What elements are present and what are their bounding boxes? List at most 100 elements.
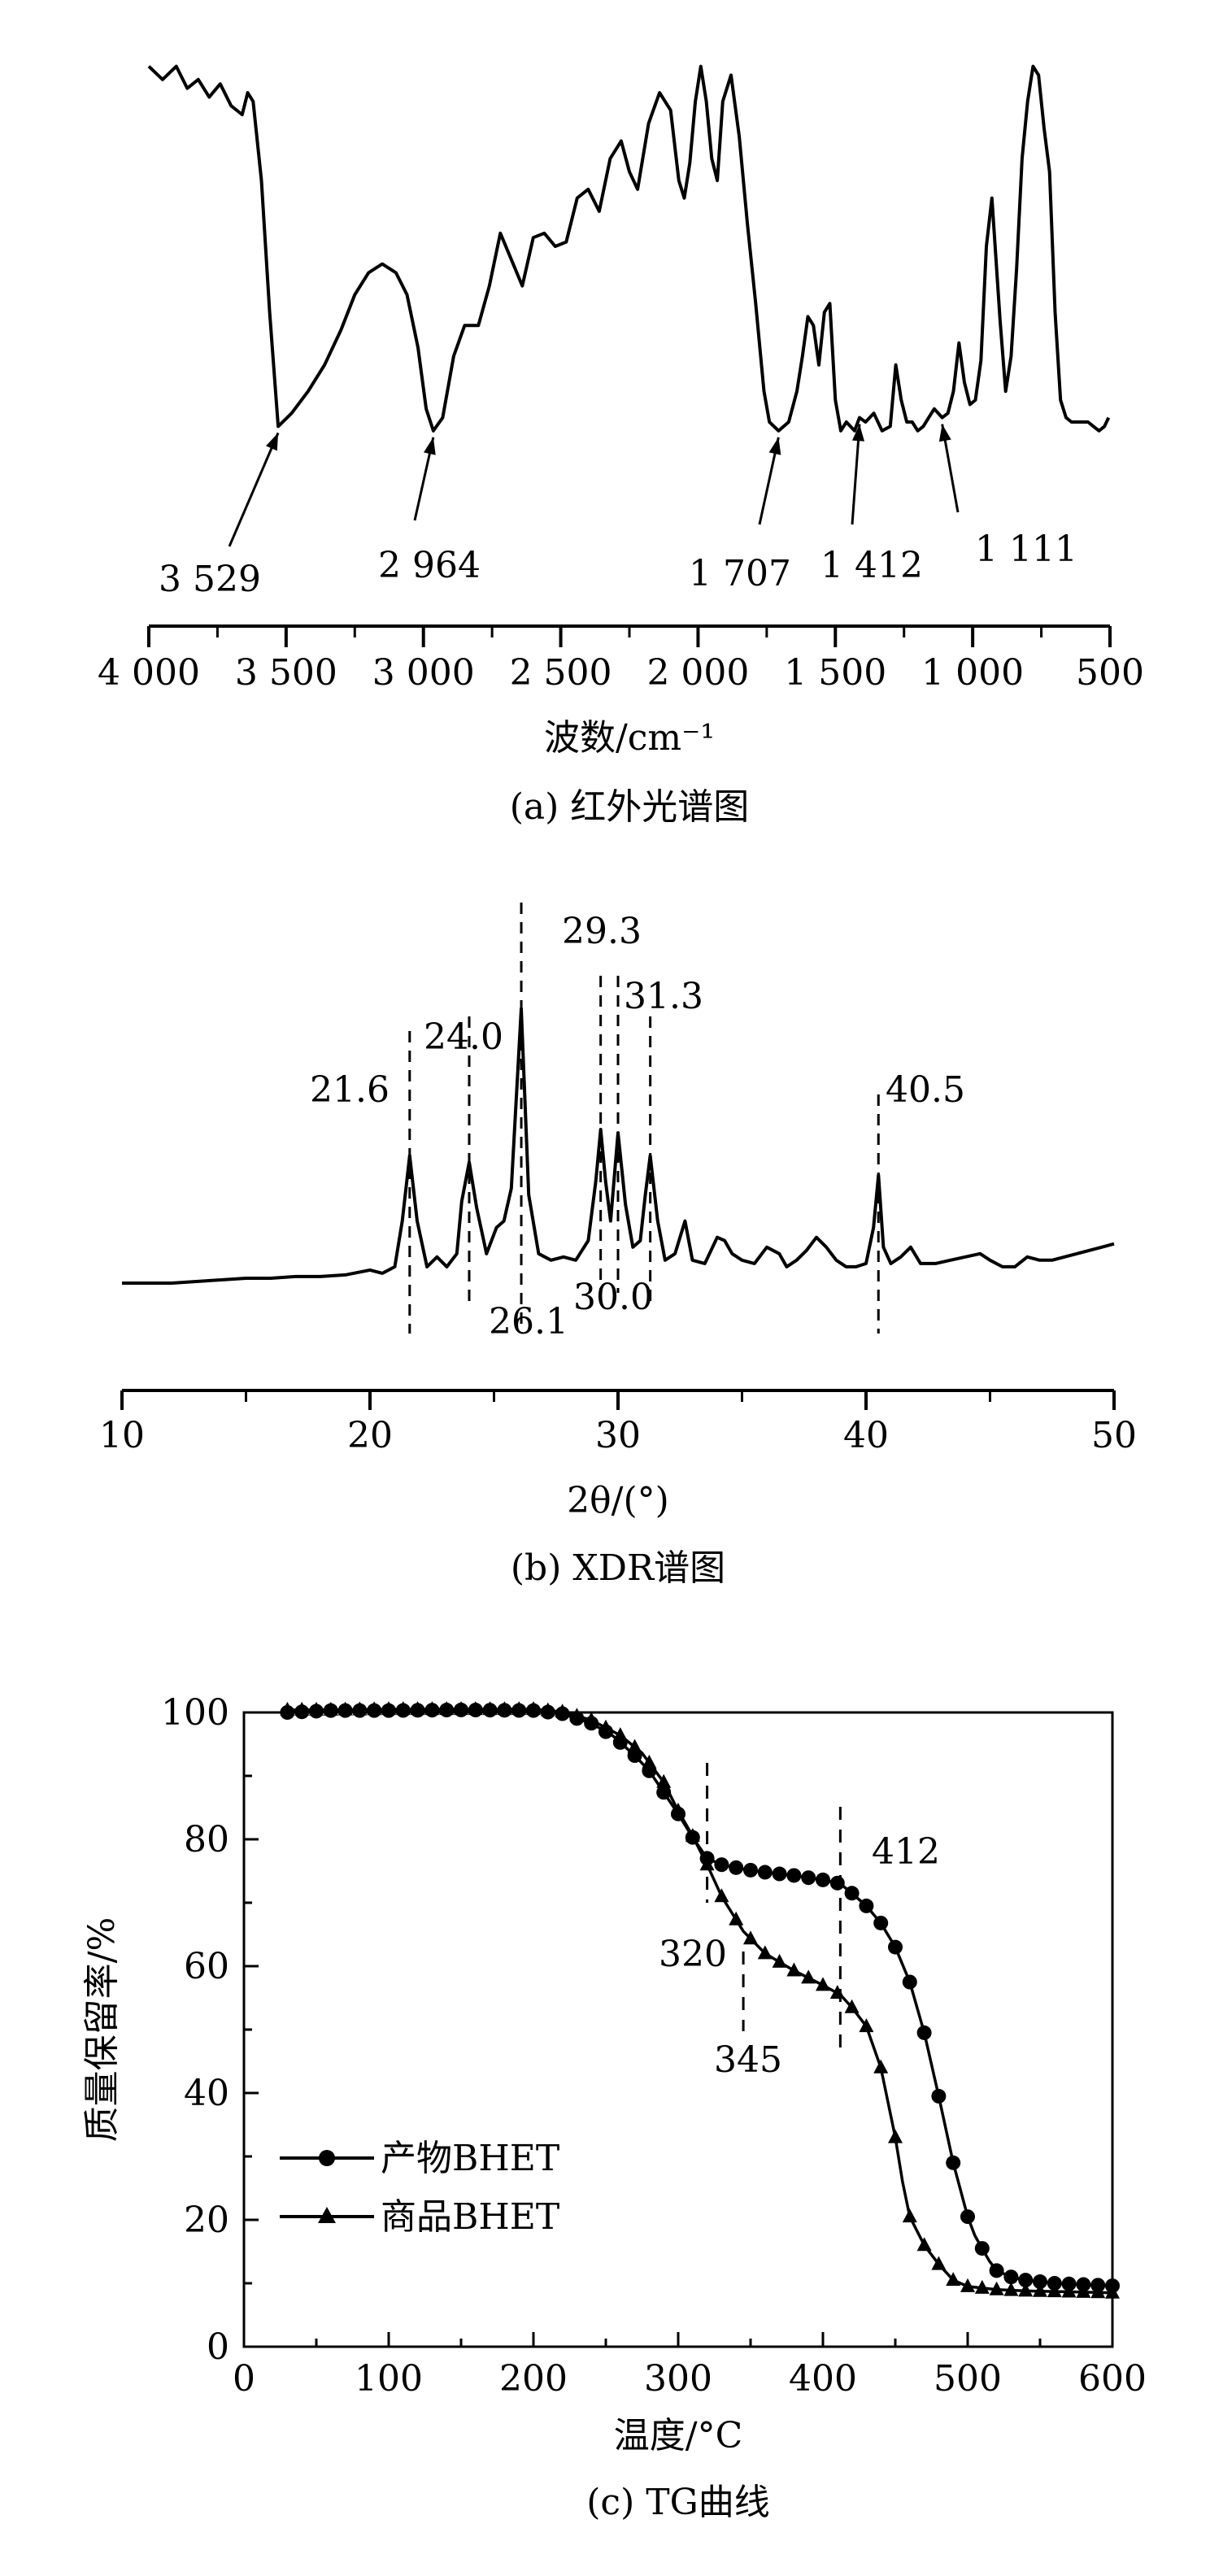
ir-x-tick-label: 2 500 [510, 652, 612, 694]
tg-plot-frame [242, 1711, 1114, 2348]
tg-caption: (c) TG曲线 [586, 2482, 769, 2523]
tg-commercial-point [960, 2278, 975, 2292]
ir-caption: (a) 红外光谱图 [510, 786, 750, 828]
tg-product-point [902, 1974, 917, 1990]
tg-commercial-point [946, 2272, 961, 2287]
xrd-x-tick-label: 40 [843, 1415, 889, 1456]
tg-y-tick-label: 80 [184, 1819, 229, 1860]
ir-spectrum-line [147, 64, 1111, 433]
ir-peak-annotations: 3 529 2 964 1 707 1 412 1 111 [159, 424, 1077, 600]
tg-commercial-point [699, 1856, 715, 1871]
xrd-peak-annotations: 21.6 24.0 26.1 29.3 30.0 31.3 40.5 [310, 903, 965, 1342]
tg-commercial-point [1003, 2282, 1019, 2296]
tg-commercial-point [671, 1802, 686, 1817]
tg-product-point [931, 2088, 947, 2104]
tg-product-point [916, 2025, 932, 2040]
tg-commercial-point [656, 1773, 672, 1788]
tg-axis-ticks: 0 100 200 300 400 500 600 0 20 40 60 80 100 [161, 1692, 1147, 2400]
tg-product-point [757, 1865, 773, 1880]
ir-x-tick-label: 3 500 [235, 652, 337, 694]
tg-commercial-point [714, 1888, 729, 1903]
tg-product-point [743, 1862, 758, 1878]
xrd-peak-label: 40.5 [886, 1069, 965, 1111]
tg-commercial-point [598, 1719, 613, 1734]
tg-y-tick-label: 100 [161, 1692, 229, 1734]
tg-commercial-point [685, 1828, 700, 1843]
tg-commercial-point [859, 2018, 874, 2033]
ir-peak-arrowhead [265, 433, 279, 451]
tg-commercial-point [931, 2256, 947, 2270]
ir-peak-label: 2 964 [378, 545, 481, 586]
tg-product-point [801, 1870, 816, 1886]
tg-product-point [989, 2263, 1004, 2278]
tg-product-point [816, 1872, 830, 1887]
tg-x-tick-label: 100 [355, 2358, 423, 2400]
tg-commercial-point [555, 1704, 570, 1718]
tg-curves [280, 1701, 1120, 2299]
tg-product-point [772, 1866, 787, 1882]
xrd-peak-label: 24.0 [424, 1016, 503, 1058]
tg-commercial-point [1018, 2282, 1034, 2297]
xrd-x-tick-label: 10 [99, 1415, 145, 1456]
tg-temp-label: 412 [872, 1831, 940, 1873]
tg-commercial-point [989, 2281, 1004, 2295]
ir-spectrum-chart: 4 000 3 500 3 000 2 500 2 000 1 500 1 000 500 3… [98, 64, 1144, 828]
xrd-x-axis-ticks: 10 20 30 40 50 [99, 1390, 1137, 1456]
tg-legend: 产物BHET 商品BHET [280, 2138, 559, 2238]
tg-commercial-point [1090, 2284, 1106, 2299]
tg-temp-label: 320 [659, 1934, 727, 1975]
tg-commercial-point [729, 1911, 744, 1925]
tg-x-tick-label: 600 [1078, 2358, 1147, 2400]
ir-x-axis-ticks: 4 000 3 500 3 000 2 500 2 000 1 500 1 000 500 [98, 626, 1144, 694]
ir-peak-label: 1 412 [820, 545, 923, 586]
tg-product-point [873, 1915, 889, 1930]
tg-y-tick-label: 60 [184, 1946, 229, 1987]
tg-product-point [786, 1868, 802, 1883]
tg-x-tick-label: 200 [499, 2358, 568, 2400]
tg-product-point [1047, 2276, 1062, 2291]
tg-commercial-point [1033, 2282, 1047, 2297]
tg-commercial-point [902, 2208, 917, 2223]
tg-commercial-point [888, 2129, 903, 2143]
tg-commercial-point [584, 1712, 599, 1726]
tg-x-tick-label: 400 [789, 2358, 857, 2400]
xrd-x-tick-label: 20 [347, 1415, 393, 1456]
tg-y-axis-label: 质量保留率/% [81, 1917, 123, 2143]
tg-commercial-point [1047, 2283, 1062, 2298]
tg-commercial-point [743, 1930, 758, 1945]
ir-peak-arrowhead [768, 437, 781, 455]
xrd-peak-label: 30.0 [573, 1277, 653, 1318]
tg-product-point [829, 1875, 845, 1891]
ir-peak-arrow [228, 432, 280, 547]
tg-product-point [974, 2241, 990, 2256]
xrd-pattern-chart: 10 20 30 40 50 21.624.026.129.330.031.340.5 … [99, 903, 1137, 1589]
tg-product-point [1003, 2269, 1019, 2285]
xrd-peak-label: 29.3 [562, 911, 642, 952]
tg-x-tick-label: 500 [934, 2358, 1002, 2400]
tg-product-point [1033, 2274, 1047, 2290]
tg-x-tick-label: 300 [644, 2358, 712, 2400]
ir-peak-arrowhead [938, 424, 951, 442]
xrd-peak-label: 31.3 [624, 976, 703, 1017]
tg-commercial-point [569, 1708, 585, 1722]
xrd-caption: (b) XDR谱图 [511, 1547, 725, 1589]
tg-product-point [729, 1860, 744, 1875]
ir-x-tick-label: 4 000 [98, 652, 200, 694]
tg-commercial-point [757, 1945, 773, 1960]
ir-spectrum-curve [147, 64, 1111, 433]
xrd-x-tick-label: 30 [595, 1415, 641, 1456]
ir-x-tick-label: 1 000 [921, 652, 1024, 694]
legend-label-commercial: 商品BHET [381, 2196, 559, 2238]
tg-product-point [844, 1886, 860, 1901]
tg-product-point [1018, 2273, 1034, 2288]
tg-commercial-point [873, 2059, 889, 2073]
tg-product-point [859, 1898, 874, 1913]
tg-commercial-point [1061, 2283, 1077, 2298]
xrd-peak-label: 26.1 [489, 1301, 568, 1342]
tg-x-axis-label: 温度/°C [614, 2415, 743, 2456]
tg-commercial-point [974, 2279, 990, 2294]
tg-x-tick-label: 0 [233, 2358, 255, 2400]
tg-product-point [946, 2155, 961, 2170]
ir-x-tick-label: 500 [1076, 652, 1144, 694]
tg-commercial-point [816, 1977, 830, 1991]
